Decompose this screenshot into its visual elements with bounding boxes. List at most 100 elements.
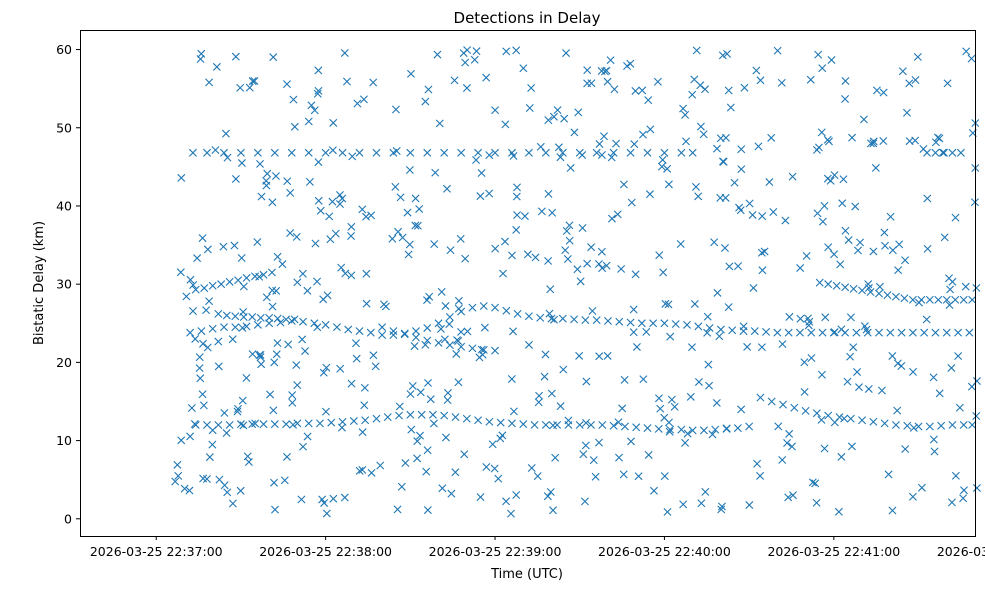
data-point [251,419,260,428]
x-tick-label: 2026-03-25 22:38:00 [259,544,392,559]
data-point [208,324,217,333]
data-point [451,413,460,422]
data-point [756,76,765,85]
data-point [801,406,810,415]
data-point [228,335,237,344]
data-point [208,426,217,435]
data-point [785,312,794,321]
data-point [476,493,485,502]
data-point [654,394,663,403]
data-point [818,328,827,337]
data-point [758,212,767,221]
data-point [959,420,968,429]
data-point [236,420,245,429]
data-point [362,269,371,278]
data-point [491,148,500,157]
data-point [186,432,195,441]
data-point [441,301,450,310]
data-point [413,437,422,446]
data-point [737,405,746,414]
data-point [203,245,212,254]
data-point [547,389,556,398]
data-point [914,422,923,431]
y-tick-label: 20 [56,355,72,370]
data-point [211,146,220,155]
x-tick-label: 2026-03-25 22:37:00 [90,544,223,559]
data-point [461,254,470,263]
data-point [760,247,769,256]
data-point [477,345,486,354]
data-point [423,323,432,332]
data-point [257,192,266,201]
data-point [970,198,979,207]
data-point [446,246,455,255]
data-point [341,269,350,278]
data-point [631,270,640,279]
data-point [843,377,852,386]
data-point [530,420,539,429]
data-point [683,429,692,438]
data-point [739,322,748,331]
data-point [830,418,839,427]
data-point [609,421,618,430]
data-point [485,417,494,426]
data-point [717,505,726,514]
data-point [598,420,607,429]
data-point [454,304,463,313]
data-point [612,139,621,148]
data-point [303,432,312,441]
data-point [901,256,910,265]
data-point [869,417,878,426]
data-point [482,462,491,471]
data-point [785,429,794,438]
data-point [313,89,322,98]
data-point [310,106,319,115]
data-point [750,327,759,336]
data-point [299,442,308,451]
data-point [259,420,268,429]
data-point [222,429,231,438]
data-point [253,148,262,157]
data-point [468,344,477,353]
data-point [220,408,229,417]
data-point [748,210,757,219]
data-point [800,387,809,396]
data-point [781,216,790,225]
data-point [502,306,511,315]
data-point [239,421,248,430]
data-point [282,315,291,324]
data-point [293,419,302,428]
data-point [712,398,721,407]
data-point [405,166,414,174]
data-point [267,268,276,277]
data-point [576,277,585,286]
data-point [347,232,356,241]
data-point [701,487,710,496]
data-point [737,165,746,174]
data-point [943,79,952,88]
data-point [626,148,635,157]
data-point [915,298,923,307]
data-point [908,295,917,304]
data-point [415,204,424,213]
data-point [239,307,248,316]
data-point [597,247,606,256]
data-point [314,158,323,167]
data-point [703,312,712,321]
data-point [583,66,592,75]
data-point [733,424,742,433]
data-point [543,492,552,501]
data-point [440,335,449,344]
data-point [724,86,733,95]
data-point [884,470,893,479]
data-point [690,75,699,84]
x-tick-label: 2026-03-25 22:40:00 [598,544,731,559]
data-point [221,129,230,138]
data-point [523,250,532,259]
data-point [477,169,486,178]
data-point [629,305,638,314]
data-point [796,314,805,323]
x-axis-title: Time (UTC) [490,567,563,582]
data-point [692,46,701,55]
